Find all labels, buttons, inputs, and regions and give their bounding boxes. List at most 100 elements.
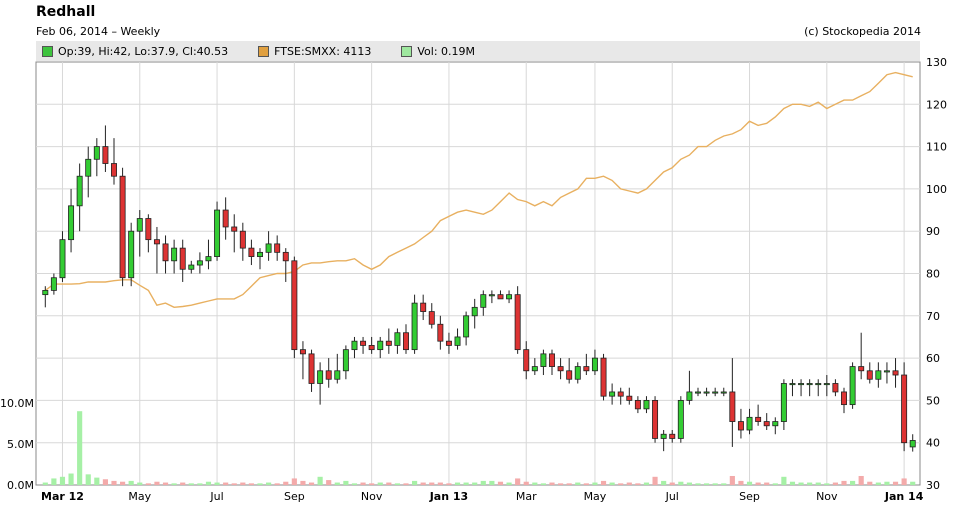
volume-bar <box>678 481 684 485</box>
candle-body <box>420 302 427 312</box>
volume-bar <box>94 477 100 485</box>
volume-bar <box>704 483 710 485</box>
volume-bar <box>566 483 572 485</box>
legend-item-volume: Vol: 0.19M <box>401 45 475 58</box>
volume-bar <box>102 479 108 485</box>
volume-bar <box>412 480 418 485</box>
candle-body <box>540 353 547 367</box>
volume-bar <box>360 482 366 485</box>
candle-body <box>385 340 392 346</box>
candle-body <box>823 383 830 386</box>
candle-body <box>171 247 178 262</box>
volume-tick-label: 0.0M <box>7 479 34 492</box>
candle-body <box>59 239 66 279</box>
price-tick-label: 110 <box>926 141 947 154</box>
candle-body <box>849 366 856 406</box>
volume-bar <box>850 480 856 485</box>
volume-bar <box>205 481 212 485</box>
volume-bar <box>575 482 581 485</box>
candle-body <box>428 311 435 325</box>
volume-bar <box>463 482 469 485</box>
volume-bar <box>420 482 426 485</box>
candle-body <box>497 294 504 300</box>
candle-body <box>334 370 341 380</box>
candle-body <box>566 370 573 380</box>
volume-bar <box>746 481 753 485</box>
x-tick-label: Jul <box>209 490 223 503</box>
candle-body <box>789 383 796 386</box>
candle-body <box>480 294 487 308</box>
candle-body <box>360 340 367 346</box>
candle-body <box>901 374 908 444</box>
candle-body <box>102 146 109 164</box>
volume-bar <box>283 481 289 485</box>
volume-bar <box>266 482 272 485</box>
volume-bar <box>369 483 375 485</box>
volume-bar <box>454 482 461 485</box>
volume-bar <box>609 482 615 485</box>
volume-bar <box>446 483 452 485</box>
candle-body <box>196 260 203 266</box>
candle-body <box>780 383 787 422</box>
candle-body <box>763 421 770 427</box>
candle-body <box>806 383 813 386</box>
volume-bar <box>635 483 641 485</box>
volume-bar <box>180 482 186 485</box>
volume-bar <box>875 482 881 485</box>
candle-body <box>265 243 272 253</box>
candle-body <box>703 391 710 394</box>
candle-body <box>153 239 160 245</box>
candle-body <box>883 370 890 373</box>
candle-body <box>488 294 495 297</box>
legend: Op:39, Hi:42, Lo:37.9, Cl:40.53 FTSE:SMX… <box>36 41 920 61</box>
price-tick-label: 100 <box>926 183 947 196</box>
candle-body <box>815 383 822 386</box>
volume-bar <box>755 482 761 485</box>
volume-bar <box>240 482 246 485</box>
x-tick-label: Jan 14 <box>884 490 924 503</box>
candle-body <box>214 209 221 257</box>
candle-body <box>377 340 384 351</box>
x-tick-label: Jan 13 <box>429 490 468 503</box>
candle-body <box>222 209 229 228</box>
volume-bar <box>695 483 701 485</box>
volume-bar <box>377 482 383 485</box>
candle-body <box>274 243 281 253</box>
volume-bar <box>171 483 177 485</box>
volume-bar <box>188 483 194 485</box>
candle-body <box>257 251 263 257</box>
candle-body <box>755 416 762 422</box>
candle-body <box>514 294 521 351</box>
volume-bar <box>437 482 443 485</box>
price-tick-label: 70 <box>926 310 940 323</box>
x-tick-label: Mar <box>516 490 537 503</box>
price-tick-label: 90 <box>926 225 940 238</box>
volume-bar <box>308 482 315 485</box>
candle-body <box>892 370 899 376</box>
candle-body <box>471 306 478 317</box>
candle-body <box>549 353 555 367</box>
volume-bar <box>120 481 126 485</box>
volume-bar <box>197 483 203 485</box>
candle-body <box>617 391 624 397</box>
volume-bar <box>248 483 254 485</box>
candle-body <box>626 395 633 401</box>
candle-body <box>583 366 590 372</box>
candle-body <box>394 332 401 346</box>
candle-body <box>308 353 315 384</box>
volume-bar <box>738 480 744 485</box>
candle-body <box>368 345 375 351</box>
candle-body <box>720 391 727 394</box>
candle-body <box>609 391 616 397</box>
legend-label-index: FTSE:SMXX: 4113 <box>274 44 372 58</box>
candle-body <box>179 247 186 270</box>
candle-body <box>506 294 513 300</box>
volume-bar <box>798 482 804 485</box>
candle-body <box>50 277 57 291</box>
candle-body <box>291 260 298 351</box>
volume-bar <box>162 482 169 485</box>
x-tick-label: Mar 12 <box>41 490 84 503</box>
candle-body <box>351 340 358 351</box>
volume-tick-label: 10.0M <box>0 397 34 410</box>
volume-bar <box>326 480 332 485</box>
